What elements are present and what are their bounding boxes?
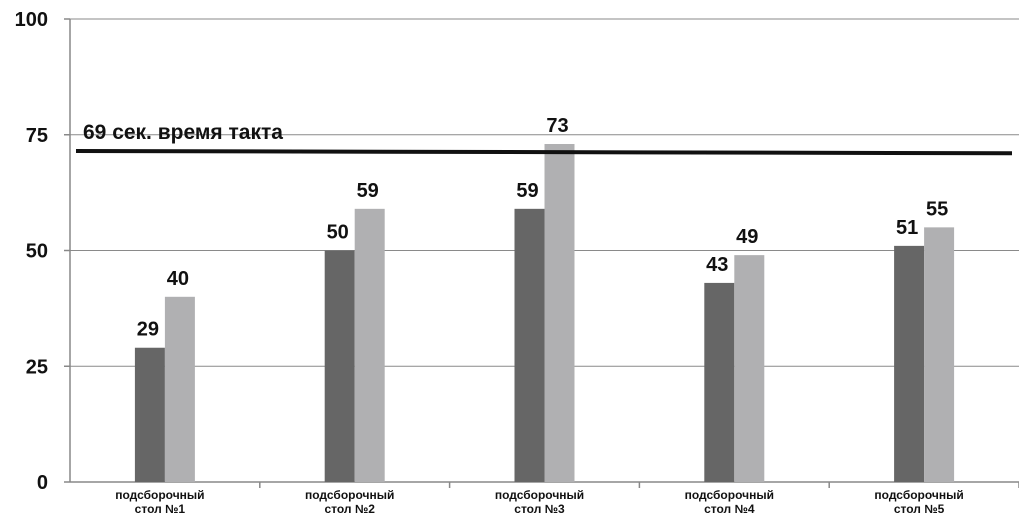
category-label: стол №4: [704, 502, 755, 516]
data-label: 49: [736, 226, 758, 248]
bars: [134, 144, 955, 482]
reference-line: [75, 148, 1013, 156]
takt-time-line: 69 сек. время такта: [75, 121, 1013, 156]
category-label: стол №1: [135, 502, 186, 516]
bar: [734, 255, 765, 482]
data-labels: 29 40 50 59 59 73 43 49 51 55: [137, 115, 948, 341]
data-label: 59: [516, 180, 538, 202]
bar: [544, 144, 575, 482]
category-label: подсборочный: [685, 488, 774, 502]
y-tick-label: 75: [26, 125, 48, 147]
bar: [324, 250, 355, 482]
reference-line-label: 69 сек. время такта: [83, 121, 283, 144]
bar: [924, 227, 955, 482]
category-label: подсборочный: [115, 488, 204, 502]
bar: [894, 245, 925, 482]
category-label: подсборочный: [874, 488, 963, 502]
y-tick-label: 0: [37, 472, 48, 494]
bar: [164, 296, 195, 482]
y-tick-label: 50: [26, 241, 48, 263]
data-label: 50: [327, 222, 349, 244]
bar: [514, 208, 545, 482]
data-label: 59: [357, 180, 379, 202]
data-label: 51: [896, 217, 918, 239]
category-label: подсборочный: [305, 488, 394, 502]
category-label: стол №5: [894, 502, 945, 516]
y-tick-label: 100: [15, 9, 48, 31]
y-tick-label: 25: [26, 356, 48, 378]
bar: [134, 347, 165, 482]
category-label: стол №2: [324, 502, 375, 516]
category-label: подсборочный: [495, 488, 584, 502]
data-label: 40: [167, 268, 189, 290]
data-label: 29: [137, 319, 159, 341]
bar: [704, 282, 735, 482]
bar: [354, 208, 385, 482]
data-label: 73: [546, 115, 568, 137]
category-label: стол №3: [514, 502, 565, 516]
data-label: 55: [926, 198, 948, 220]
data-label: 43: [706, 254, 728, 276]
y-tick-labels: 0 25 50 75 100: [15, 9, 48, 494]
